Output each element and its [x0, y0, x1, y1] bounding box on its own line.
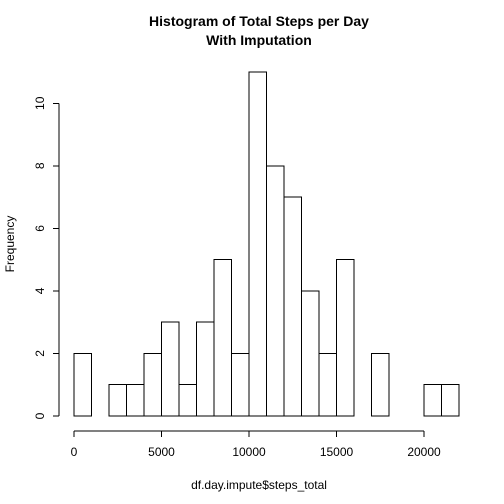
x-axis-label: df.day.impute$steps_total — [191, 478, 327, 492]
histogram-bar — [283, 196, 302, 417]
histogram-bar — [371, 352, 390, 417]
bars-layer — [73, 71, 460, 417]
histogram-bar — [231, 352, 250, 417]
x-tick-label: 15000 — [320, 445, 354, 459]
chart-title: Histogram of Total Steps per Day — [149, 13, 369, 29]
y-tick-label: 8 — [33, 162, 47, 169]
histogram-bar — [196, 321, 215, 417]
histogram-bar — [73, 352, 92, 417]
chart-subtitle: With Imputation — [206, 32, 312, 48]
histogram-bar — [441, 384, 460, 417]
x-tick-label: 0 — [71, 445, 78, 459]
y-axis: 0 2 4 6 8 10 — [33, 96, 60, 419]
x-tick-label: 10000 — [232, 445, 266, 459]
histogram-bar — [301, 290, 320, 417]
histogram-bar — [423, 384, 442, 417]
y-tick-label: 0 — [33, 412, 47, 419]
y-tick-label: 4 — [33, 287, 47, 294]
histogram-bar — [336, 259, 355, 417]
x-tick-label: 5000 — [148, 445, 175, 459]
histogram-bar — [178, 384, 197, 417]
y-tick-label: 6 — [33, 225, 47, 232]
histogram-bar — [266, 165, 285, 417]
x-tick-label: 20000 — [407, 445, 441, 459]
histogram-bar — [143, 352, 162, 417]
y-tick-label: 10 — [33, 96, 47, 110]
histogram-bar — [248, 71, 267, 417]
histogram-bar — [161, 321, 180, 417]
x-axis: 0 5000 10000 15000 20000 — [71, 430, 441, 459]
y-tick-label: 2 — [33, 350, 47, 357]
histogram-bar — [213, 259, 232, 417]
histogram-bar — [108, 384, 127, 417]
histogram-bar — [318, 352, 337, 417]
y-axis-label: Frequency — [3, 216, 17, 273]
histogram-bar — [126, 384, 145, 417]
